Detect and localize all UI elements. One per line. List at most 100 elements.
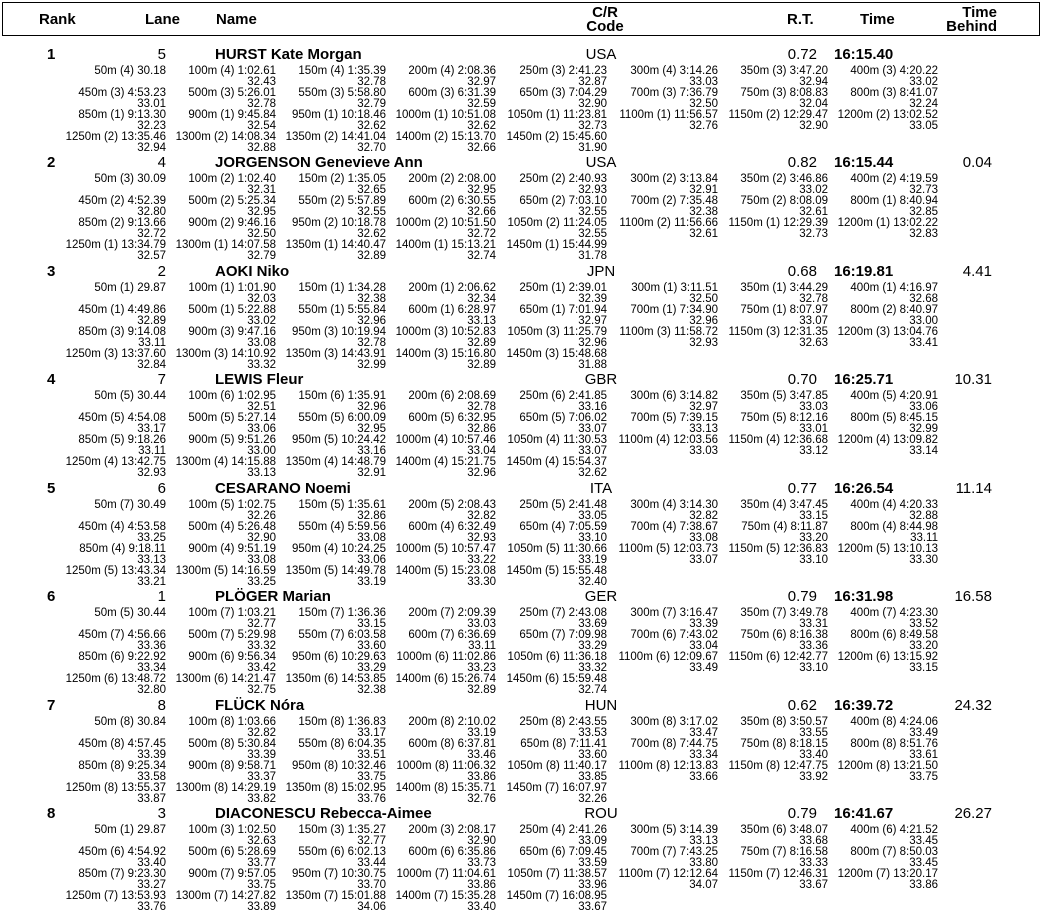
lane: 1 bbox=[157, 588, 166, 605]
split-lap: 33.08 bbox=[247, 554, 276, 566]
split-cumulative: 1000m (8) 11:06.32 bbox=[396, 760, 496, 772]
split-lap: 33.00 bbox=[909, 315, 938, 327]
split-cumulative: 100m (6) 1:02.95 bbox=[188, 390, 276, 402]
split-cumulative: 250m (6) 2:41.85 bbox=[519, 390, 607, 402]
split-lap: 32.78 bbox=[357, 337, 386, 349]
split-lap: 32.89 bbox=[137, 315, 166, 327]
split-lap: 33.51 bbox=[357, 749, 386, 761]
split-lap: 33.07 bbox=[689, 554, 718, 566]
split-cumulative: 600m (8) 6:37.81 bbox=[408, 738, 496, 750]
split-cumulative: 500m (7) 5:29.98 bbox=[188, 629, 276, 641]
split-cumulative: 300m (2) 3:13.84 bbox=[630, 173, 718, 185]
split-cumulative: 650m (4) 7:05.59 bbox=[519, 521, 607, 533]
athlete-row: 5 6 CESARANO Noemi ITA 0.77 16:26.54 11.14 50m … bbox=[0, 481, 1052, 589]
split-cumulative: 300m (6) 3:14.82 bbox=[630, 390, 718, 402]
time-behind: 26.27 bbox=[954, 805, 992, 822]
split-cumulative: 1400m (4) 15:21.75 bbox=[395, 456, 496, 468]
final-time: 16:31.98 bbox=[834, 588, 894, 605]
reaction-time: 0.62 bbox=[787, 697, 817, 714]
lane: 7 bbox=[157, 371, 166, 388]
split-lap: 32.59 bbox=[467, 98, 496, 110]
split-lap: 33.87 bbox=[137, 793, 166, 805]
split-cumulative: 1300m (2) 14:08.34 bbox=[175, 131, 276, 143]
split-lap: 33.22 bbox=[467, 554, 496, 566]
split-lap: 32.94 bbox=[799, 76, 828, 88]
reaction-time: 0.79 bbox=[787, 588, 817, 605]
split-cumulative: 1150m (1) 12:29.39 bbox=[728, 217, 828, 229]
split-lap: 32.26 bbox=[247, 510, 276, 522]
split-lap: 32.72 bbox=[137, 228, 166, 240]
split-lap: 33.02 bbox=[799, 184, 828, 196]
split-lap: 32.84 bbox=[137, 359, 166, 371]
split-lap: 32.03 bbox=[247, 293, 276, 305]
split-cumulative: 1000m (6) 11:02.86 bbox=[396, 651, 496, 663]
split-lap: 32.78 bbox=[357, 76, 386, 88]
split-cumulative: 1250m (5) 13:43.34 bbox=[65, 565, 166, 577]
split-cumulative: 1300m (8) 14:29.19 bbox=[175, 782, 276, 794]
split-cumulative: 650m (6) 7:09.45 bbox=[519, 846, 607, 858]
athlete-row: 8 3 DIACONESCU Rebecca-Aimee ROU 0.79 16:41.6… bbox=[0, 806, 1052, 914]
split-cumulative: 800m (1) 8:40.94 bbox=[850, 195, 938, 207]
split-cumulative: 1350m (6) 14:53.85 bbox=[285, 673, 386, 685]
split-cumulative: 200m (8) 2:10.02 bbox=[408, 716, 496, 728]
time-behind: 4.41 bbox=[962, 263, 992, 280]
split-cumulative: 300m (4) 3:14.26 bbox=[630, 65, 718, 77]
split-cumulative: 550m (8) 6:04.35 bbox=[298, 738, 386, 750]
split-cumulative: 550m (7) 6:03.58 bbox=[298, 629, 386, 641]
split-cumulative: 400m (7) 4:23.30 bbox=[850, 607, 938, 619]
split-cumulative: 600m (2) 6:30.55 bbox=[408, 195, 496, 207]
split-cumulative: 1050m (3) 11:25.79 bbox=[507, 326, 607, 338]
split-lap: 33.10 bbox=[799, 554, 828, 566]
split-lap: 32.62 bbox=[578, 467, 607, 479]
split-cumulative: 1050m (1) 11:23.81 bbox=[507, 109, 607, 121]
reaction-time: 0.82 bbox=[787, 154, 817, 171]
header-cr-line1: C/R bbox=[592, 4, 618, 21]
split-cumulative: 800m (4) 8:44.98 bbox=[850, 521, 938, 533]
split-cumulative: 1150m (8) 12:47.75 bbox=[728, 760, 828, 772]
split-cumulative: 550m (4) 5:59.56 bbox=[298, 521, 386, 533]
split-lap: 32.76 bbox=[689, 120, 718, 132]
split-cumulative: 400m (2) 4:19.59 bbox=[850, 173, 938, 185]
split-lap: 33.60 bbox=[578, 749, 607, 761]
split-cumulative: 1000m (7) 11:04.61 bbox=[396, 868, 496, 880]
split-lap: 33.32 bbox=[247, 640, 276, 652]
split-lap: 32.66 bbox=[467, 206, 496, 218]
split-lap: 32.90 bbox=[799, 120, 828, 132]
split-lap: 32.66 bbox=[467, 142, 496, 154]
lane: 2 bbox=[157, 263, 166, 280]
split-lap: 33.05 bbox=[909, 120, 938, 132]
split-lap: 33.39 bbox=[689, 618, 718, 630]
split-lap: 32.90 bbox=[467, 835, 496, 847]
split-cumulative: 450m (7) 4:56.66 bbox=[78, 629, 166, 641]
split-cumulative: 700m (2) 7:35.48 bbox=[630, 195, 718, 207]
split-lap: 32.40 bbox=[578, 576, 607, 588]
split-cumulative: 900m (8) 9:58.71 bbox=[188, 760, 276, 772]
split-cumulative: 1100m (3) 11:58.72 bbox=[619, 326, 718, 338]
split-cumulative: 100m (1) 1:01.90 bbox=[188, 282, 276, 294]
split-cumulative: 1250m (3) 13:37.60 bbox=[65, 348, 166, 360]
split-lap: 32.93 bbox=[467, 532, 496, 544]
split-cumulative: 1200m (4) 13:09.82 bbox=[837, 434, 938, 446]
split-cumulative: 1350m (8) 15:02.95 bbox=[285, 782, 386, 794]
split-lap: 33.05 bbox=[578, 510, 607, 522]
split-cumulative: 400m (4) 4:20.33 bbox=[850, 499, 938, 511]
split-cumulative: 1400m (6) 15:26.74 bbox=[395, 673, 496, 685]
header-time: Time bbox=[860, 11, 895, 28]
split-lap: 33.86 bbox=[467, 879, 496, 891]
split-lap: 33.82 bbox=[247, 793, 276, 805]
split-lap: 32.74 bbox=[467, 250, 496, 262]
split-cumulative: 700m (5) 7:39.15 bbox=[630, 412, 718, 424]
split-lap: 33.07 bbox=[799, 315, 828, 327]
split-cumulative: 600m (5) 6:32.95 bbox=[408, 412, 496, 424]
split-cumulative: 50m (5) 30.44 bbox=[94, 390, 166, 402]
split-cumulative: 750m (6) 8:16.38 bbox=[740, 629, 828, 641]
split-lap: 33.08 bbox=[357, 532, 386, 544]
split-lap: 33.33 bbox=[799, 857, 828, 869]
split-cumulative: 800m (6) 8:49.58 bbox=[850, 629, 938, 641]
split-lap: 33.30 bbox=[909, 554, 938, 566]
split-cumulative: 450m (8) 4:57.45 bbox=[78, 738, 166, 750]
split-cumulative: 1200m (8) 13:21.50 bbox=[837, 760, 938, 772]
split-lap: 32.85 bbox=[909, 206, 938, 218]
split-cumulative: 300m (1) 3:11.51 bbox=[631, 282, 718, 294]
lane: 3 bbox=[157, 805, 166, 822]
